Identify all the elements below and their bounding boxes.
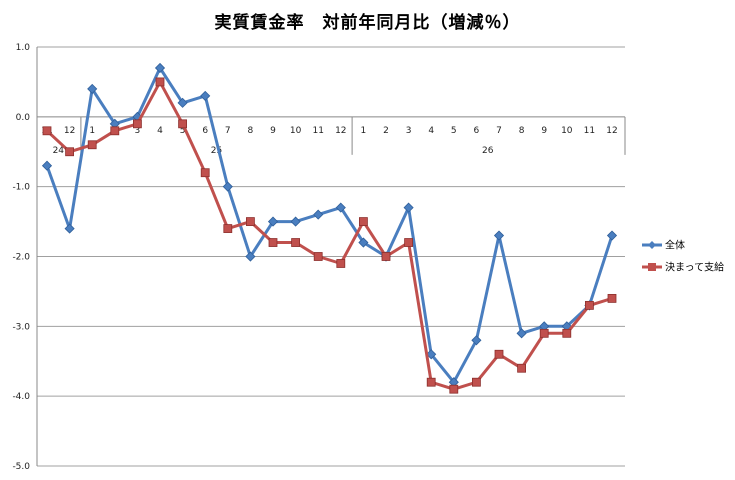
x-tick-label: 1: [89, 126, 95, 136]
x-tick-label: 6: [202, 126, 208, 136]
x-tick-label: 6: [474, 126, 480, 136]
x-tick-label: 7: [496, 126, 502, 136]
y-tick-label: -3.0: [12, 322, 30, 332]
series-1: [41, 62, 618, 388]
x-tick-label: 11: [312, 126, 323, 136]
y-tick-label: -1.0: [12, 183, 30, 193]
data-point: [41, 160, 53, 171]
data-point: [64, 223, 75, 234]
data-point: [291, 238, 301, 247]
data-point: [562, 328, 572, 338]
x-group-label: 24: [53, 146, 65, 156]
data-point: [516, 328, 527, 339]
data-point: [132, 119, 142, 129]
series-2: [42, 77, 617, 394]
x-tick-label: 12: [335, 126, 346, 136]
data-point: [606, 230, 618, 241]
data-point: [358, 217, 368, 226]
data-point: [42, 126, 52, 136]
data-point: [358, 237, 369, 248]
series-layer: [41, 62, 618, 394]
x-tick-labels: 1112123456789101112123456789101112242526: [41, 126, 617, 156]
x-tick-label: 8: [248, 126, 254, 136]
data-point: [494, 349, 504, 359]
data-point: [290, 216, 301, 227]
legend-item: 全体: [642, 239, 685, 252]
x-tick-label: 3: [135, 126, 141, 136]
x-tick-label: 2: [383, 126, 389, 136]
data-point: [177, 97, 188, 108]
data-point: [471, 377, 481, 387]
data-point: [200, 168, 210, 178]
y-tick-label: 1.0: [16, 43, 31, 53]
legend-label: 決まって支給: [665, 261, 724, 274]
x-tick-label: 3: [406, 126, 412, 136]
legend-marker: [648, 241, 656, 249]
data-point: [245, 251, 256, 262]
legend-label: 全体: [665, 239, 685, 252]
data-point: [200, 90, 211, 101]
data-point: [268, 238, 278, 247]
data-point: [517, 363, 526, 373]
data-point: [449, 384, 459, 394]
x-tick-label: 10: [290, 126, 302, 136]
legend-item: 決まって支給: [642, 261, 724, 274]
data-point: [267, 216, 279, 227]
series-line: [45, 66, 614, 384]
data-point: [222, 181, 233, 192]
data-point: [313, 252, 323, 261]
chart-title: 実質賃金率 対前年同月比（増減％）: [214, 13, 521, 33]
y-tick-label: -5.0: [12, 462, 30, 472]
data-point: [539, 328, 549, 338]
x-tick-label: 12: [606, 126, 617, 136]
x-tick-label: 9: [270, 126, 276, 136]
data-point: [426, 349, 437, 360]
data-point: [403, 202, 414, 213]
data-point: [154, 62, 166, 74]
x-group-label: 26: [482, 146, 494, 156]
data-point: [404, 238, 414, 247]
data-point: [607, 293, 617, 303]
data-point: [381, 252, 391, 261]
data-point: [585, 300, 594, 310]
x-tick-label: 8: [519, 126, 525, 136]
data-point: [178, 119, 188, 129]
x-tick-label: 12: [64, 126, 75, 136]
y-tick-labels: 1.0 0.0 -1.0 -2.0 -3.0 -4.0 -5.0: [12, 43, 30, 472]
data-point: [65, 147, 74, 157]
x-tick-label: 5: [451, 126, 457, 136]
data-point: [493, 230, 505, 241]
x-tick-label: 4: [428, 126, 434, 136]
data-point: [110, 126, 120, 136]
x-tick-label: 5: [180, 126, 186, 136]
x-tick-label: 4: [157, 126, 163, 136]
data-point: [335, 202, 346, 213]
data-point: [471, 335, 482, 346]
gridlines: [37, 46, 625, 467]
legend-marker: [648, 263, 656, 271]
x-group-label: 25: [211, 146, 222, 156]
x-tick-label: 1: [361, 126, 367, 136]
data-point: [313, 209, 324, 220]
data-point: [245, 217, 255, 226]
x-tick-label: 7: [225, 126, 231, 136]
data-point: [87, 140, 97, 150]
data-point: [336, 259, 346, 268]
data-point: [223, 224, 233, 233]
y-tick-label: -2.0: [12, 253, 30, 263]
y-tick-label: 0.0: [16, 113, 31, 123]
data-point: [155, 77, 165, 87]
x-tick-label: 10: [561, 126, 573, 136]
data-point: [87, 83, 98, 94]
series-line: [45, 80, 613, 391]
x-tick-label: 11: [584, 126, 595, 136]
data-point: [426, 377, 436, 387]
x-tick-label: 9: [541, 126, 547, 136]
y-tick-label: -4.0: [12, 392, 30, 402]
